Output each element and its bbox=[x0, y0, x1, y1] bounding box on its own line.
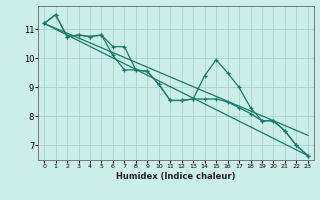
X-axis label: Humidex (Indice chaleur): Humidex (Indice chaleur) bbox=[116, 172, 236, 181]
